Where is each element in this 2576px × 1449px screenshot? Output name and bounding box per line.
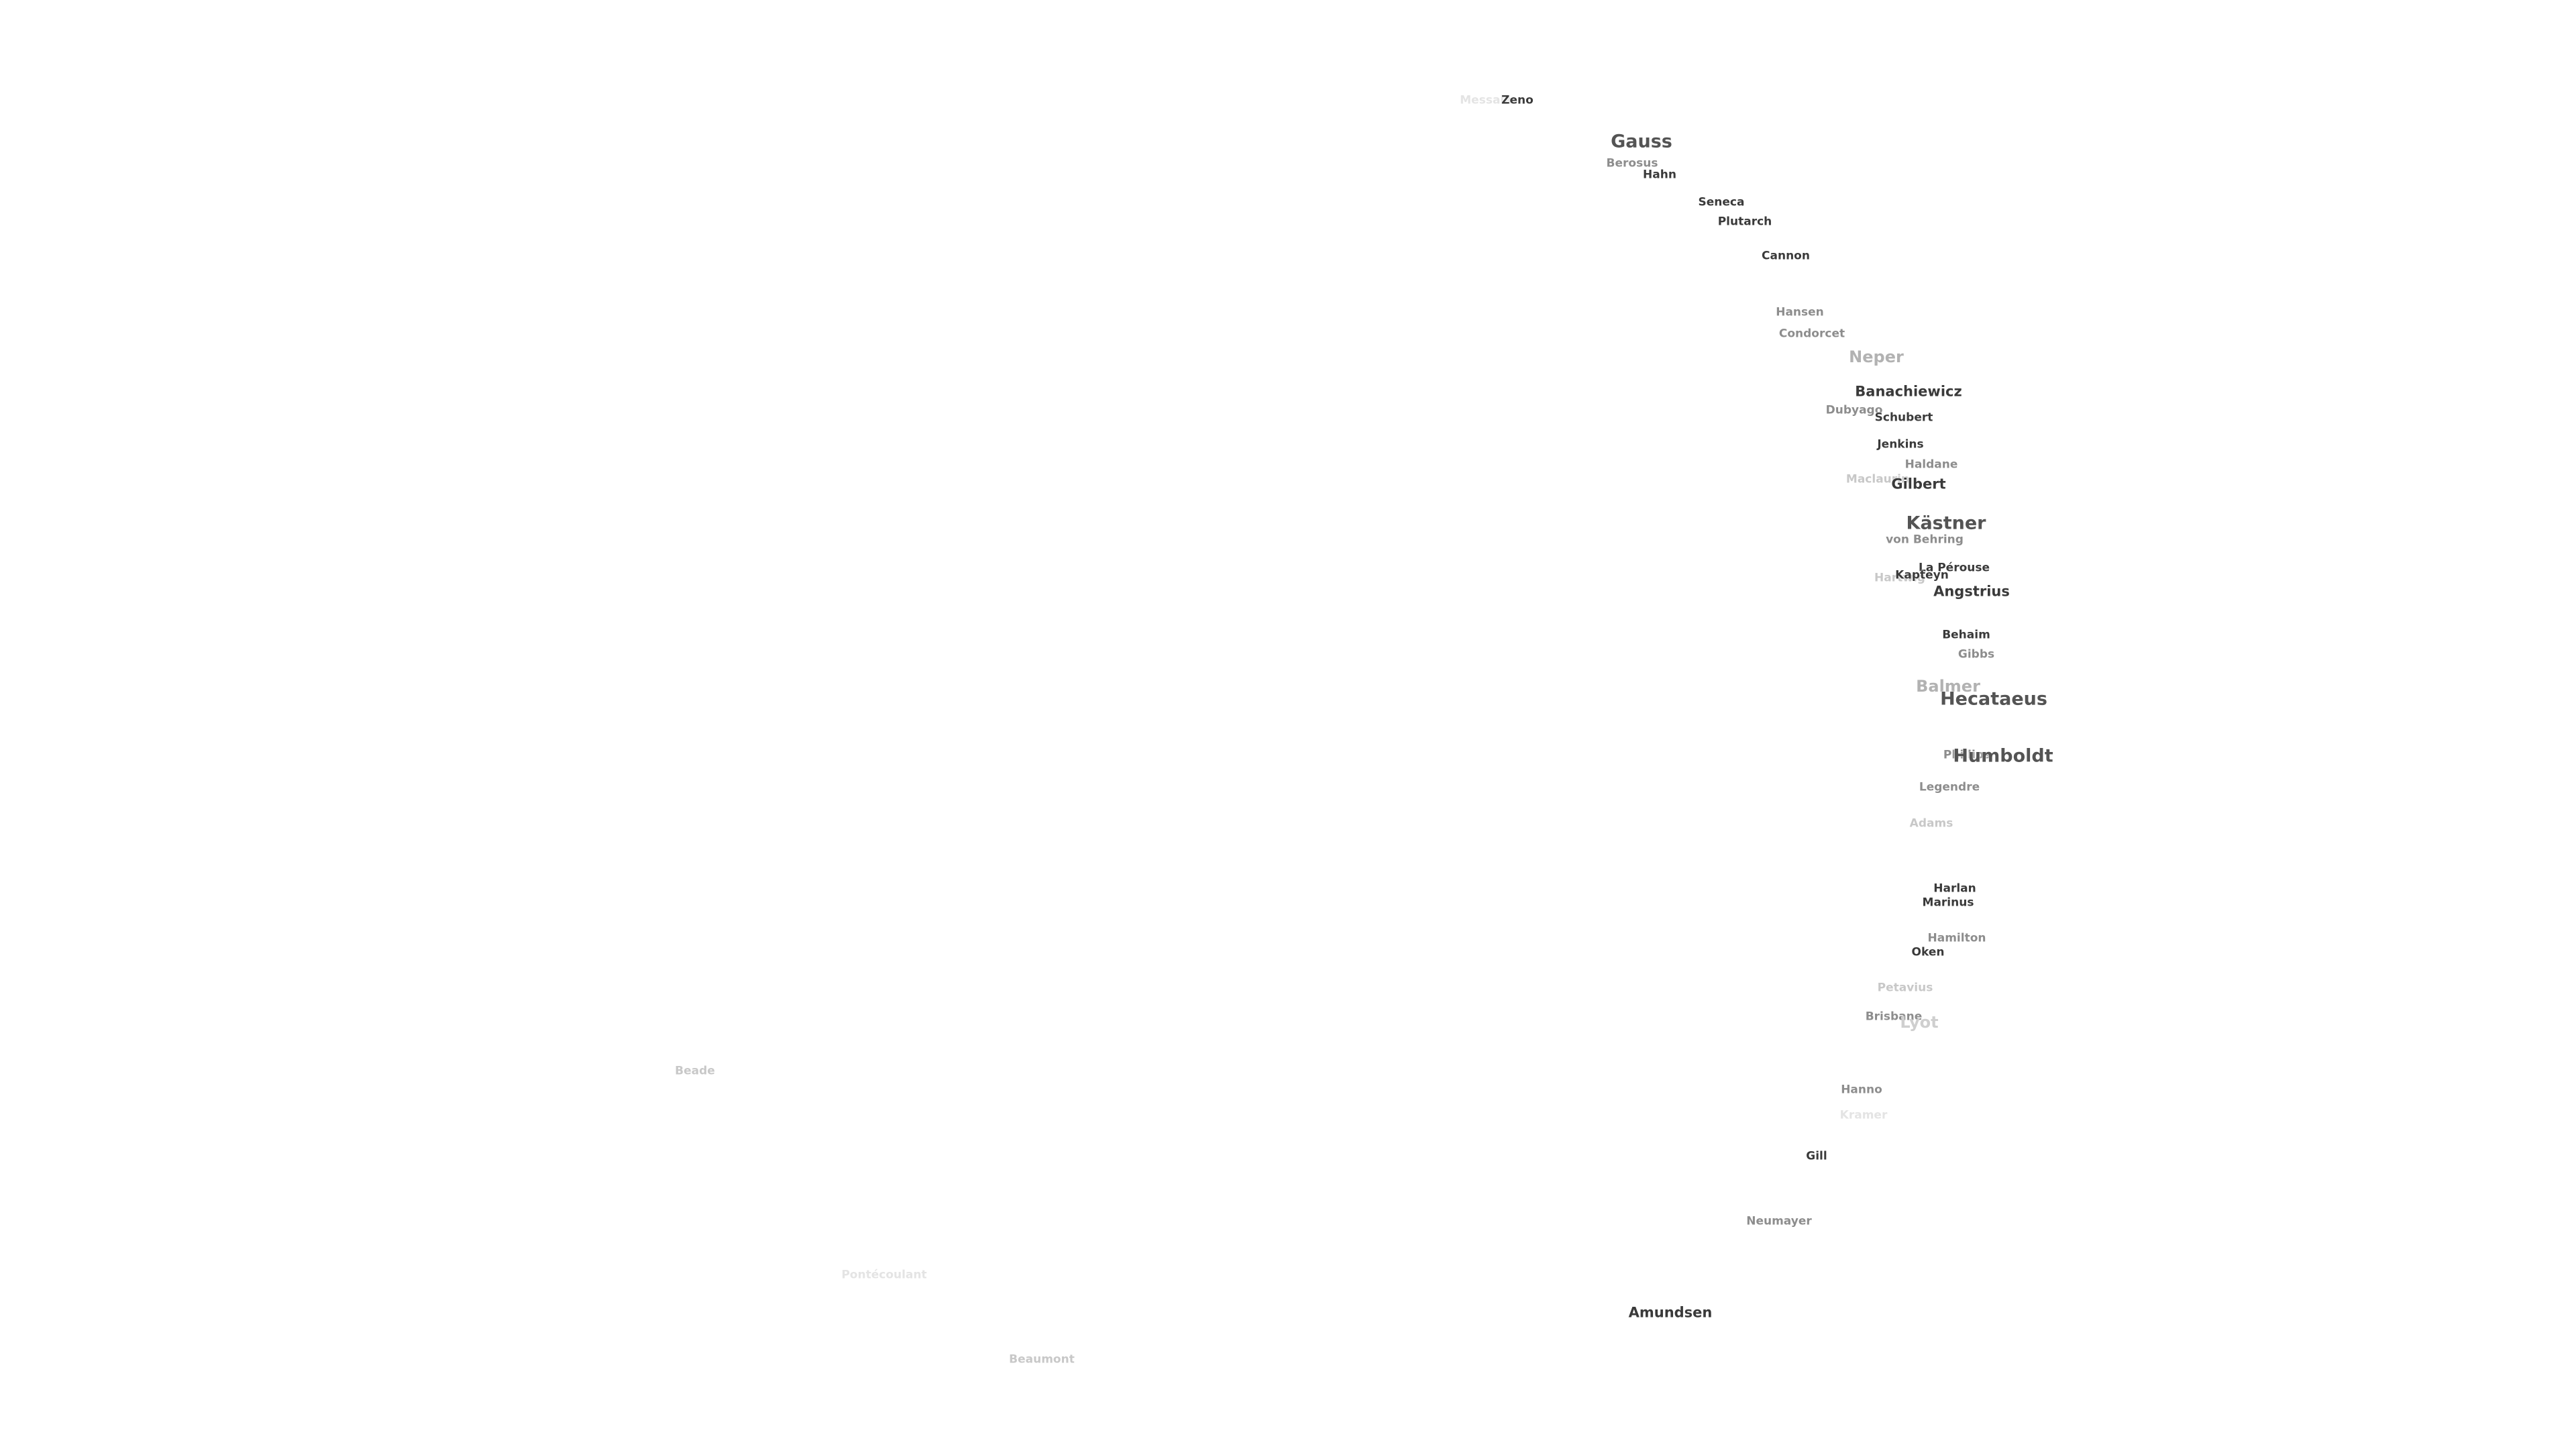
map-label[interactable]: Hanno [1841, 1083, 1882, 1097]
map-label[interactable]: Beaumont [1009, 1352, 1075, 1366]
map-label[interactable]: Brisbane [1865, 1010, 1923, 1024]
map-label[interactable]: Gilbert [1891, 476, 1946, 492]
map-label[interactable]: Banachiewicz [1855, 383, 1962, 400]
map-label[interactable]: Hansen [1776, 305, 1824, 319]
map-label[interactable]: Oken [1911, 945, 1945, 959]
map-label[interactable]: Maclaurin [1845, 472, 1910, 486]
map-label[interactable]: Angstrius [1933, 583, 2010, 600]
map-label[interactable]: Dubyago [1825, 403, 1883, 417]
map-label[interactable]: Kramer [1839, 1108, 1888, 1122]
map-label[interactable]: Zeno [1501, 93, 1534, 107]
map-label[interactable]: Jenkins [1877, 437, 1924, 451]
map-label[interactable]: Condorcet [1778, 327, 1845, 341]
map-label[interactable]: Phillips [1943, 748, 1991, 762]
map-label[interactable]: Hamilton [1927, 931, 1986, 945]
map-label[interactable]: Plutarch [1717, 215, 1772, 229]
map-label[interactable]: Neper [1849, 347, 1904, 366]
map-label[interactable]: Amundsen [1628, 1304, 1713, 1321]
map-label[interactable]: Cannon [1762, 249, 1810, 263]
map-label[interactable]: Behaim [1942, 628, 1990, 642]
map-label[interactable]: Legendre [1919, 780, 1980, 794]
map-label[interactable]: Lyot [1900, 1013, 1939, 1032]
map-label[interactable]: Gibbs [1957, 647, 1995, 661]
map-label[interactable]: Humboldt [1953, 745, 2053, 767]
map-label[interactable]: Hartwig [1874, 571, 1925, 585]
map-label[interactable]: Harlan [1933, 881, 1976, 896]
map-label[interactable]: La Pérouse [1918, 561, 1990, 575]
map-label[interactable]: Balmer [1916, 677, 1980, 696]
map-label[interactable]: Kapteyn [1895, 568, 1949, 582]
map-label[interactable]: Hahn [1643, 168, 1676, 182]
map-label[interactable]: Seneca [1698, 195, 1745, 209]
map-label[interactable]: Gill [1806, 1149, 1827, 1163]
map-label[interactable]: Hecataeus [1940, 688, 2047, 710]
map-label[interactable]: Schubert [1874, 411, 1933, 425]
map-label[interactable]: von Behring [1886, 533, 1964, 547]
map-label[interactable]: Berosus [1606, 156, 1658, 170]
map-label[interactable]: Adams [1909, 816, 1953, 830]
map-label[interactable]: Petavius [1877, 981, 1933, 995]
map-label[interactable]: Neumayer [1746, 1214, 1812, 1228]
map-label[interactable]: Kästner [1906, 513, 1986, 534]
map-label[interactable]: Gauss [1611, 131, 1672, 152]
map-label[interactable]: Beade [675, 1064, 715, 1078]
map-label[interactable]: Haldane [1904, 458, 1958, 472]
map-label[interactable]: Messala [1460, 93, 1512, 107]
map-label[interactable]: Pontécoulant [841, 1268, 927, 1282]
map-label[interactable]: Marinus [1922, 896, 1974, 910]
